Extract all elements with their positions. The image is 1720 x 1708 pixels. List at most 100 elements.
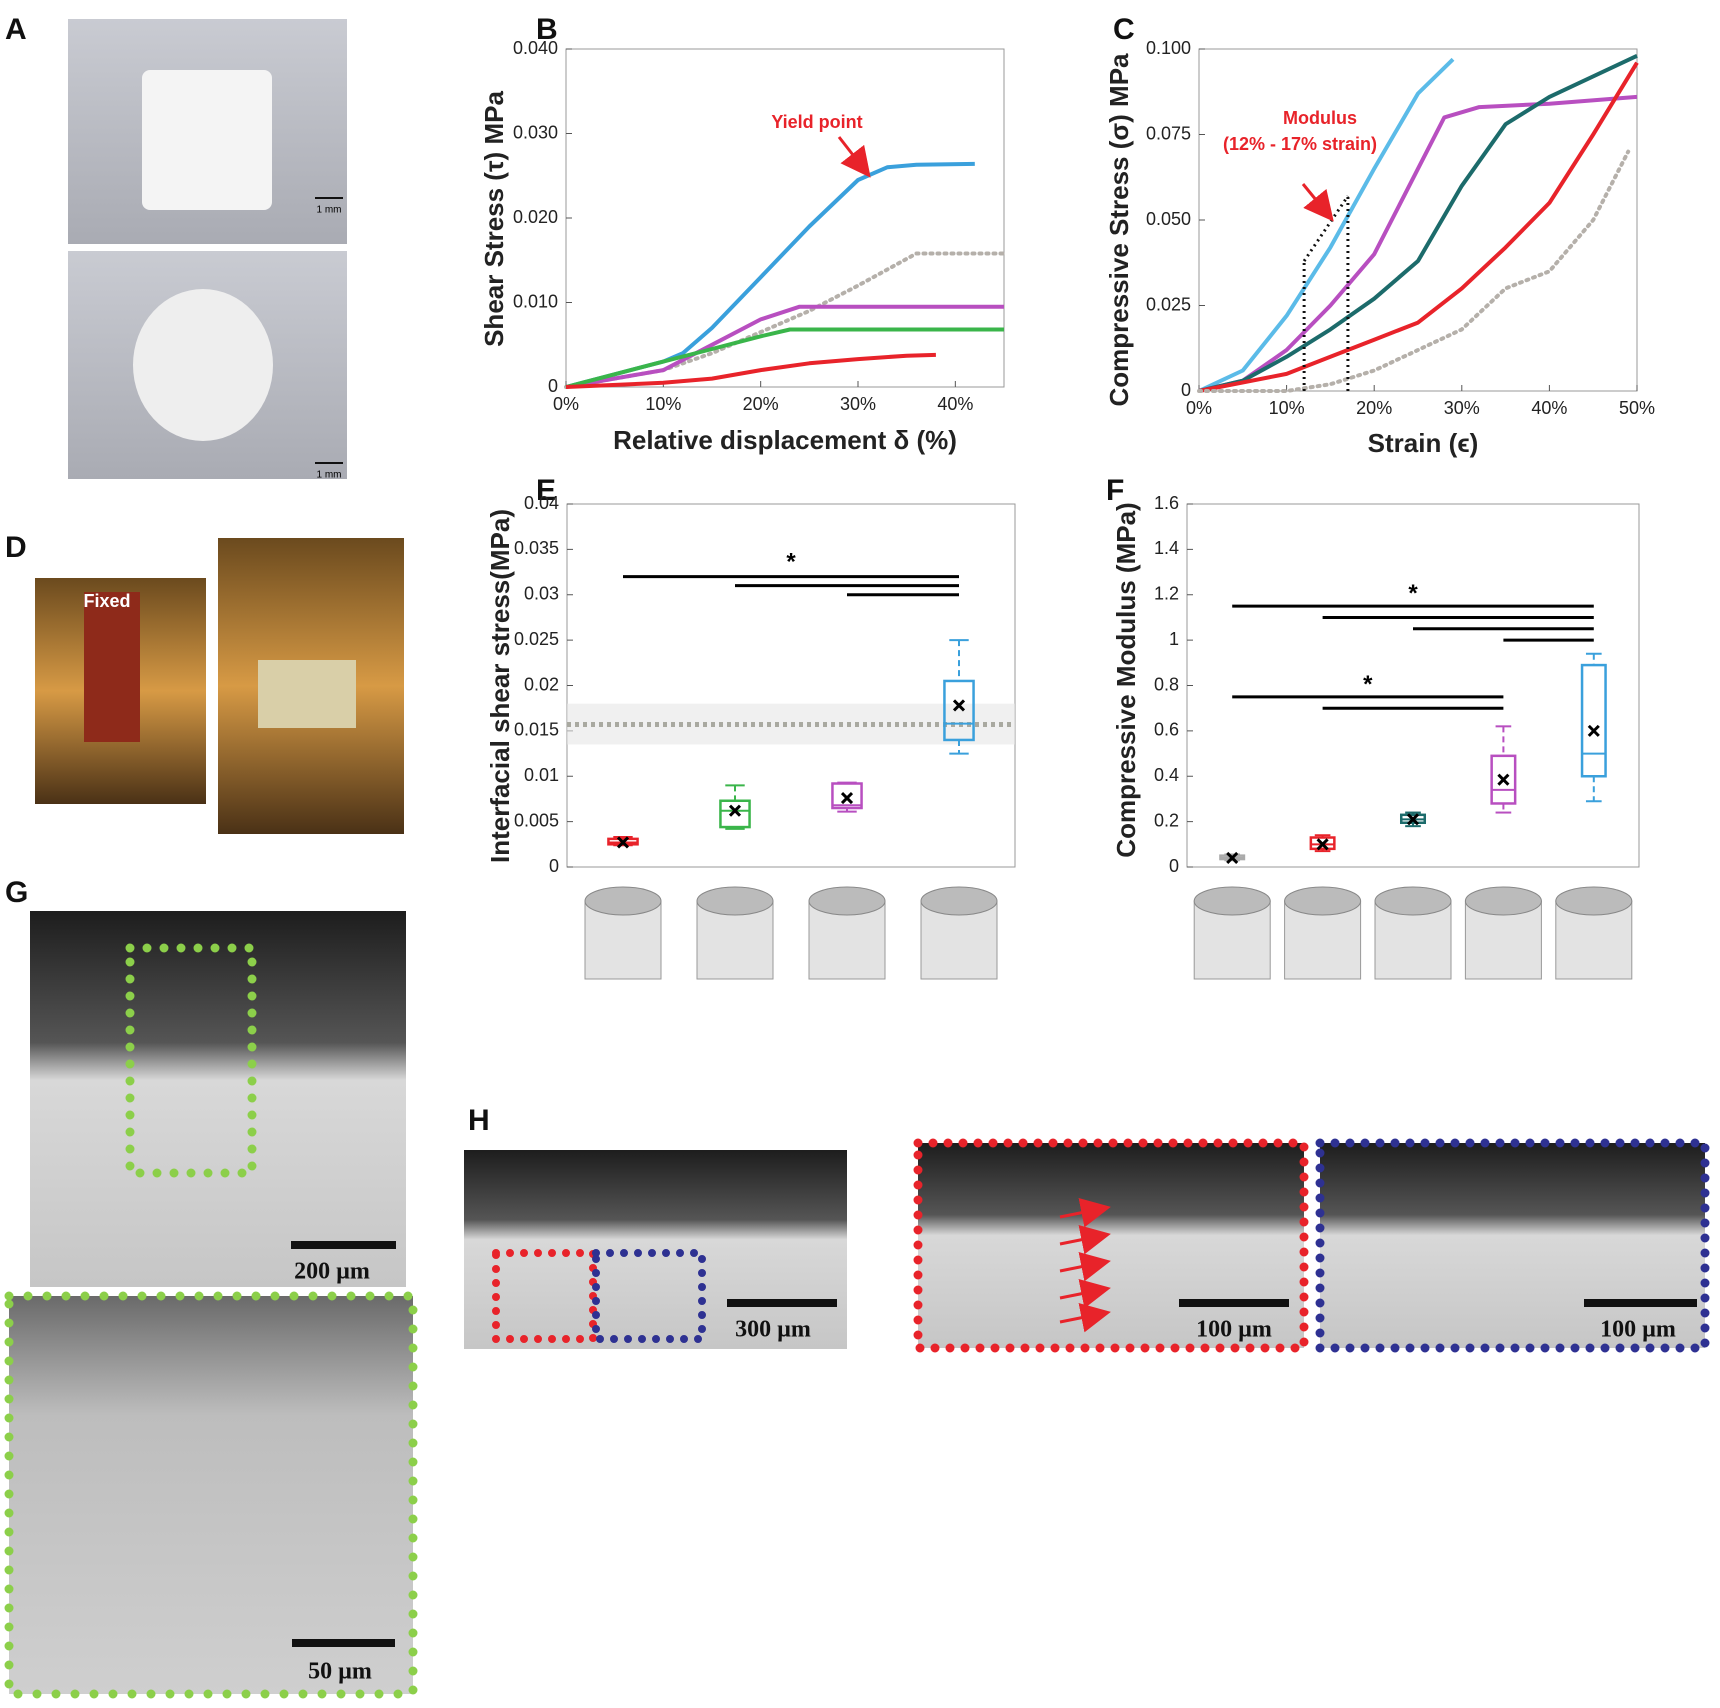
- y-tick-label: 0: [549, 856, 559, 876]
- mean-marker: [840, 791, 854, 805]
- panel-label: D: [5, 531, 27, 564]
- sample-icon: [920, 886, 998, 916]
- x-tick-label: 0%: [553, 394, 579, 414]
- line-series: [1198, 94, 1638, 393]
- y-tick-label: 0.035: [514, 538, 559, 558]
- scaffold-shape: [142, 70, 272, 210]
- sample-icon: [808, 886, 886, 916]
- box: [943, 679, 975, 742]
- sample-icon: [696, 886, 774, 916]
- y-axis-label: Shear Stress (τ) MPa: [479, 91, 509, 347]
- y-tick-label: 1.4: [1154, 538, 1179, 558]
- y-tick-label: 0: [1181, 380, 1191, 400]
- scale-bar-label: 1 mm: [317, 205, 342, 216]
- y-tick-label: 0.01: [524, 765, 559, 785]
- y-tick-label: 0.040: [513, 38, 558, 58]
- box: [1490, 754, 1517, 805]
- x-tick-label: 30%: [840, 394, 876, 414]
- x-tick-label: 10%: [645, 394, 681, 414]
- x-tick-label: 30%: [1444, 398, 1480, 418]
- arrows: [1059, 1197, 1111, 1333]
- sample-icon: [1555, 886, 1633, 916]
- line-series: [1198, 57, 1455, 393]
- annotation: Modulus: [1283, 108, 1357, 128]
- x-tick-label: 40%: [937, 394, 973, 414]
- annotation: (12% - 17% strain): [1223, 134, 1377, 154]
- box: [1309, 836, 1336, 851]
- scaffold-shape: [133, 289, 273, 441]
- y-tick-label: 0.4: [1154, 765, 1179, 785]
- sample-shape: [258, 660, 356, 728]
- scale-bar-label: 1 mm: [317, 470, 342, 481]
- box: [831, 782, 863, 810]
- sample-icon: [1284, 886, 1362, 916]
- y-tick-label: 0.2: [1154, 810, 1179, 830]
- sample-icon: [1374, 886, 1452, 916]
- y-tick-label: 1.2: [1154, 584, 1179, 604]
- zoom-box: [125, 943, 257, 1178]
- y-tick-label: 0.025: [514, 629, 559, 649]
- y-tick-label: 0.010: [513, 291, 558, 311]
- significance-label: *: [1408, 580, 1418, 607]
- sample-icon: [1464, 886, 1542, 916]
- scale-bar-label: 100 µm: [1196, 1317, 1272, 1343]
- y-tick-label: 0.6: [1154, 720, 1179, 740]
- mean-marker: [616, 836, 630, 849]
- line-series: [1198, 53, 1638, 393]
- y-tick-label: 1: [1169, 629, 1179, 649]
- x-tick-label: 0%: [1186, 398, 1212, 418]
- line-series: [565, 327, 1004, 389]
- reference-slope: [1302, 195, 1350, 262]
- sem-image: [4, 1291, 418, 1699]
- y-tick-label: 0.030: [513, 122, 558, 142]
- annotation: Yield point: [771, 112, 862, 132]
- mean-marker: [1587, 724, 1600, 737]
- y-tick-label: 0.100: [1146, 38, 1191, 58]
- sem-image: [1315, 1138, 1710, 1353]
- panel-label: B: [536, 13, 558, 46]
- scale-bar-label: 200 µm: [294, 1259, 370, 1285]
- x-tick-label: 20%: [1356, 398, 1392, 418]
- scale-bar-label: 100 µm: [1600, 1317, 1676, 1343]
- x-tick-label: 20%: [743, 394, 779, 414]
- y-tick-label: 0: [548, 376, 558, 396]
- box: [719, 799, 751, 829]
- significance-label: *: [1363, 671, 1373, 698]
- sample-shape: [84, 592, 140, 742]
- sem-image: [30, 911, 406, 1287]
- y-axis-label: Interfacial shear stress(MPa): [485, 509, 515, 863]
- significance-label: *: [786, 548, 796, 575]
- annotation-arrow: [1301, 183, 1334, 222]
- y-tick-label: 0.8: [1154, 674, 1179, 694]
- y-tick-label: 1.6: [1154, 493, 1179, 513]
- annotation-arrow: [837, 136, 871, 178]
- zoom-box: [592, 1249, 706, 1343]
- panel-label: C: [1113, 13, 1135, 46]
- scale-bar-label: 50 µm: [308, 1659, 372, 1685]
- scale-bar-label: 300 µm: [735, 1317, 811, 1343]
- y-tick-label: 0.025: [1146, 294, 1191, 314]
- y-tick-label: 0: [1169, 856, 1179, 876]
- sem-image: [464, 1150, 847, 1349]
- zoom-box: [492, 1249, 597, 1343]
- panel-label: G: [5, 876, 28, 909]
- x-tick-label: 10%: [1269, 398, 1305, 418]
- sample-icon: [1193, 886, 1271, 916]
- sample-icon: [584, 886, 662, 916]
- mean-marker: [1226, 851, 1239, 864]
- sem-image: [913, 1138, 1309, 1353]
- mean-marker: [1406, 813, 1420, 826]
- y-tick-label: 0.005: [514, 810, 559, 830]
- y-tick-label: 0.02: [524, 674, 559, 694]
- box: [1580, 663, 1607, 778]
- y-axis-label: Compressive Modulus (MPa): [1111, 502, 1141, 857]
- x-tick-label: 40%: [1531, 398, 1567, 418]
- panel-label: E: [536, 474, 556, 507]
- y-tick-label: 0.015: [514, 720, 559, 740]
- line-series: [1197, 149, 1631, 393]
- panel-label: H: [468, 1104, 490, 1137]
- panel-label: F: [1106, 474, 1124, 507]
- x-axis-label: Relative displacement δ (%): [613, 425, 957, 455]
- y-tick-label: 0.020: [513, 207, 558, 227]
